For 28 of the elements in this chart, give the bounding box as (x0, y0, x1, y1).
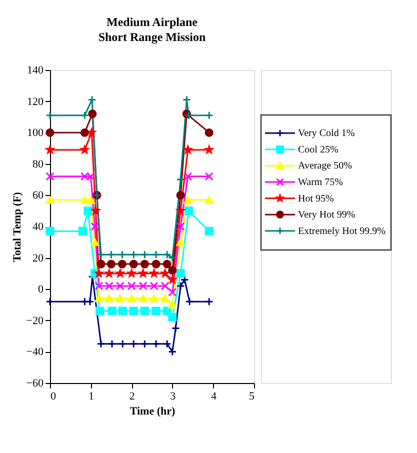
y-tick-label: 60 (32, 190, 44, 202)
y-tick-label: 100 (27, 127, 44, 140)
legend-label: Average 50% (298, 160, 352, 172)
x-tick-label: 0 (50, 390, 56, 402)
legend-label: Hot 95% (298, 193, 334, 204)
x-tick-label: 2 (129, 390, 135, 402)
y-tick-label: 20 (32, 252, 44, 264)
chart-title: Medium Airplane (106, 15, 198, 29)
y-tick-label: 0 (38, 284, 44, 296)
legend-label: Cool 25% (298, 144, 338, 156)
chart-subtitle: Short Range Mission (98, 30, 206, 44)
x-tick-label: 4 (210, 390, 217, 402)
y-tick-label: 120 (27, 96, 44, 108)
y-tick-label: −60 (26, 378, 44, 390)
y-tick-label: −40 (26, 346, 44, 358)
legend-label: Warm 75% (298, 177, 344, 188)
y-tick-label: 80 (32, 158, 44, 170)
y-tick-label: 40 (32, 221, 44, 233)
y-tick-label: 140 (27, 64, 44, 76)
x-tick-label: 5 (249, 390, 255, 402)
y-tick-label: −20 (26, 314, 44, 327)
legend-label: Very Hot 99% (298, 210, 356, 221)
x-axis-title: Time (hr) (130, 406, 176, 418)
y-axis-title: Total Temp (F) (11, 192, 24, 262)
legend-label: Very Cold 1% (298, 128, 355, 140)
x-tick-label: 3 (170, 390, 176, 402)
legend-label: Extremely Hot 99.9% (298, 226, 386, 237)
x-tick-label: 1 (88, 390, 94, 402)
